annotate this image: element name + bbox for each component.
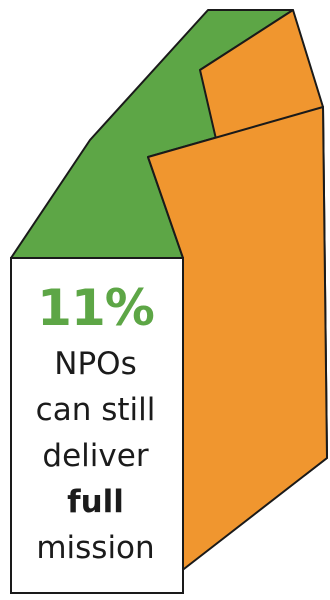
orange-front-panel: [147, 106, 328, 573]
stat-card-background: [10, 257, 184, 594]
caption-line-3: deliver: [42, 438, 149, 474]
caption-line-5: mission: [36, 530, 155, 566]
caption-line-1: NPOs: [54, 346, 137, 382]
stat-card: 11% NPOs can still deliver full mission: [11, 259, 180, 593]
caption-line-2: can still: [35, 392, 156, 428]
stat-percentage: 11%: [37, 279, 155, 337]
caption-line-4: full: [67, 484, 124, 520]
